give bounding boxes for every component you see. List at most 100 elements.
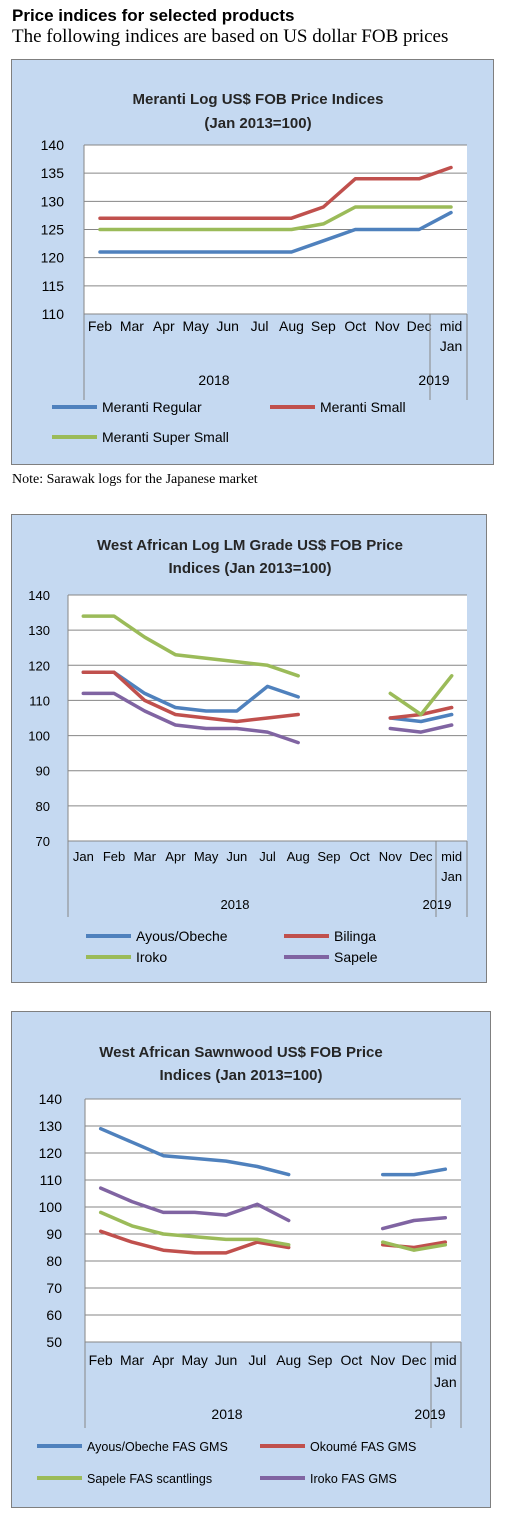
x-tick-label: Jul xyxy=(251,318,269,334)
x-tick-label: May xyxy=(181,1352,207,1368)
series-line-meranti-small xyxy=(98,165,453,220)
x-tick-label: Nov xyxy=(370,1352,395,1368)
x-tick-label: mid xyxy=(441,849,462,864)
x-tick-label: Aug xyxy=(287,849,310,864)
y-tick-label: 120 xyxy=(28,658,50,673)
chart-title: West African Sawnwood US$ FOB Price xyxy=(99,1044,382,1061)
west-african-sawnwood-chart: West African Sawnwood US$ FOB Price Indic… xyxy=(37,1044,462,1486)
year-label: 2018 xyxy=(221,897,250,912)
y-tick-label: 135 xyxy=(41,165,65,181)
x-tick-label: Jan xyxy=(441,869,462,884)
x-tick-label: Jun xyxy=(215,1352,238,1368)
x-tick-label: Jun xyxy=(226,849,247,864)
page-subheading: The following indices are based on US do… xyxy=(12,26,449,47)
legend-label-meranti-regular: Meranti Regular xyxy=(102,399,202,415)
year-label: 2019 xyxy=(418,372,449,388)
x-tick-label: Oct xyxy=(349,849,370,864)
x-tick-label: Feb xyxy=(103,849,125,864)
x-tick-label: Oct xyxy=(344,318,366,334)
x-tick-label: Jan xyxy=(434,1374,457,1390)
chart-title: Meranti Log US$ FOB Price Indices xyxy=(133,91,384,108)
y-tick-label: 115 xyxy=(42,278,65,294)
legend-label-iroko-fas-gms: Iroko FAS GMS xyxy=(310,1472,397,1486)
year-label: 2019 xyxy=(423,897,452,912)
chart-panel-meranti: Meranti Log US$ FOB Price Indices (Jan 20… xyxy=(11,59,494,465)
x-tick-label: Mar xyxy=(120,1352,144,1368)
y-tick-label: 100 xyxy=(39,1199,63,1215)
x-tick-label: Feb xyxy=(89,1352,113,1368)
y-tick-label: 120 xyxy=(41,250,65,266)
legend-label-ayous-obeche-fas-gms: Ayous/Obeche FAS GMS xyxy=(87,1440,228,1454)
x-tick-label: Sep xyxy=(308,1352,333,1368)
y-tick-label: 70 xyxy=(36,834,50,849)
series-line-okoum-fas-gms xyxy=(98,1229,291,1255)
y-tick-label: 50 xyxy=(46,1334,62,1350)
y-tick-label: 130 xyxy=(39,1118,63,1134)
series-line-ayous-obeche xyxy=(388,712,454,724)
x-tick-label: May xyxy=(182,318,208,334)
series-line-ayous-obeche-fas-gms xyxy=(380,1167,448,1177)
year-label: 2018 xyxy=(211,1406,242,1422)
series-line-ayous-obeche-fas-gms xyxy=(98,1126,291,1177)
y-tick-label: 140 xyxy=(41,137,65,153)
west-african-log-chart: West African Log LM Grade US$ FOB Price I… xyxy=(28,537,468,965)
x-tick-label: Sep xyxy=(311,318,336,334)
y-tick-label: 130 xyxy=(28,623,50,638)
year-label: 2019 xyxy=(414,1406,445,1422)
y-tick-label: 140 xyxy=(39,1091,63,1107)
plot-area xyxy=(85,1099,461,1342)
series-line-meranti-regular xyxy=(98,210,453,254)
x-tick-label: Sep xyxy=(317,849,340,864)
x-tick-label: Apr xyxy=(165,849,186,864)
x-tick-label: Mar xyxy=(120,318,144,334)
legend-label-bilinga: Bilinga xyxy=(334,928,376,944)
meranti-chart: Meranti Log US$ FOB Price Indices (Jan 20… xyxy=(41,91,468,445)
series-line-sapele xyxy=(388,723,454,734)
series-line-iroko xyxy=(388,674,454,717)
x-tick-label: Aug xyxy=(279,318,304,334)
chart-panel-west-african-sawnwood: West African Sawnwood US$ FOB Price Indic… xyxy=(11,1011,491,1508)
series-line-sapele xyxy=(81,691,300,745)
legend-label-meranti-super-small: Meranti Super Small xyxy=(102,429,229,445)
legend-label-okoum-fas-gms: Okoumé FAS GMS xyxy=(310,1440,416,1454)
y-tick-label: 110 xyxy=(42,306,65,322)
series-line-bilinga xyxy=(81,670,300,724)
y-tick-label: 70 xyxy=(46,1280,62,1296)
series-line-iroko-fas-gms xyxy=(380,1216,448,1231)
x-tick-label: Nov xyxy=(375,318,400,334)
x-tick-label: Jun xyxy=(216,318,239,334)
y-tick-label: 125 xyxy=(41,222,65,238)
y-tick-label: 90 xyxy=(46,1226,62,1242)
chart-title: West African Log LM Grade US$ FOB Price xyxy=(97,537,403,554)
x-tick-label: Dec xyxy=(402,1352,427,1368)
x-tick-label: Dec xyxy=(407,318,432,334)
chart-panel-west-african-log: West African Log LM Grade US$ FOB Price I… xyxy=(11,514,487,983)
x-tick-label: Nov xyxy=(379,849,403,864)
x-tick-label: May xyxy=(194,849,219,864)
x-tick-label: Mar xyxy=(134,849,157,864)
series-line-meranti-super-small xyxy=(98,205,453,232)
series-line-iroko xyxy=(81,614,300,678)
x-tick-label: Jul xyxy=(248,1352,266,1368)
x-tick-label: Jan xyxy=(440,338,463,354)
legend-label-ayous-obeche: Ayous/Obeche xyxy=(136,928,228,944)
y-tick-label: 90 xyxy=(36,764,50,779)
y-tick-label: 80 xyxy=(36,799,50,814)
series-line-sapele-fas-scantlings xyxy=(98,1210,291,1247)
page-heading: Price indices for selected products xyxy=(12,6,295,25)
x-tick-label: Apr xyxy=(152,1352,174,1368)
chart-note: Note: Sarawak logs for the Japanese mark… xyxy=(12,472,258,487)
x-tick-label: Jul xyxy=(259,849,276,864)
y-tick-label: 100 xyxy=(28,729,50,744)
x-tick-label: Feb xyxy=(88,318,112,334)
x-tick-label: mid xyxy=(434,1352,457,1368)
x-tick-label: Dec xyxy=(409,849,433,864)
year-label: 2018 xyxy=(198,372,229,388)
chart-subtitle: Indices (Jan 2013=100) xyxy=(168,560,331,577)
legend-label-iroko: Iroko xyxy=(136,949,167,965)
y-tick-label: 120 xyxy=(39,1145,63,1161)
y-tick-label: 60 xyxy=(46,1307,62,1323)
y-tick-label: 110 xyxy=(29,693,50,708)
x-tick-label: Aug xyxy=(276,1352,301,1368)
y-tick-label: 110 xyxy=(40,1172,63,1188)
